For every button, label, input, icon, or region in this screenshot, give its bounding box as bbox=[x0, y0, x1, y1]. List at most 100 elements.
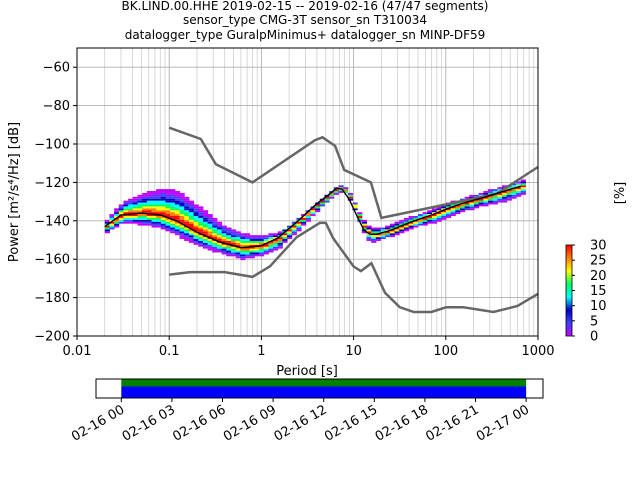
heatmap-cell bbox=[170, 200, 176, 203]
heatmap-cell bbox=[198, 219, 204, 222]
heatmap-cell bbox=[207, 231, 213, 234]
heatmap-cell bbox=[174, 194, 181, 197]
heatmap-cell bbox=[132, 208, 138, 211]
heatmap-cell bbox=[492, 202, 498, 205]
heatmap-cell bbox=[128, 204, 134, 207]
heatmap-cell bbox=[464, 196, 470, 199]
heatmap-cell bbox=[235, 252, 241, 255]
heatmap-cell bbox=[469, 208, 475, 211]
heatmap-cell bbox=[114, 212, 120, 215]
heatmap-cell bbox=[235, 239, 241, 241]
heatmap-cell bbox=[520, 189, 526, 192]
x-axis-label: Period [s] bbox=[276, 364, 338, 379]
heatmap-cell bbox=[244, 244, 251, 247]
heatmap-cell bbox=[511, 194, 517, 197]
colorbar-scale bbox=[565, 244, 573, 337]
heatmap-cell bbox=[165, 191, 171, 193]
heatmap-cell bbox=[273, 239, 279, 241]
heatmap-cell bbox=[380, 237, 386, 240]
heatmap-cell bbox=[352, 206, 358, 209]
heatmap-cell bbox=[156, 204, 162, 207]
heatmap-cell bbox=[305, 216, 311, 218]
heatmap-cell bbox=[371, 240, 377, 243]
time-tick-label: 02-17 00 bbox=[474, 402, 532, 444]
heatmap-cell bbox=[193, 242, 199, 245]
heatmap-cell bbox=[240, 239, 246, 241]
nlnm-curve bbox=[169, 221, 539, 314]
heatmap-cell bbox=[179, 198, 185, 201]
heatmap-cell bbox=[193, 239, 199, 241]
heatmap-cell bbox=[156, 212, 162, 215]
heatmap-cell bbox=[347, 194, 353, 197]
heatmap-cell bbox=[142, 204, 148, 207]
heatmap-cell bbox=[146, 223, 152, 226]
heatmap-cell bbox=[450, 204, 456, 207]
heatmap-cell bbox=[137, 217, 143, 220]
heatmap-cell bbox=[394, 223, 400, 226]
heatmap-cell bbox=[230, 235, 237, 238]
heatmap-cell bbox=[235, 240, 241, 243]
heatmap-cell bbox=[413, 216, 419, 218]
heatmap-cell bbox=[193, 219, 199, 222]
heatmap-cell bbox=[436, 217, 442, 220]
heatmap-cell bbox=[188, 216, 195, 218]
heatmap-cell bbox=[165, 208, 171, 211]
heatmap-cell bbox=[254, 246, 260, 249]
title-line-1: BK.LIND.00.HHE 2019-02-15 -- 2019-02-16 … bbox=[122, 0, 489, 13]
heatmap-cell bbox=[160, 214, 167, 216]
heatmap-cell bbox=[478, 200, 484, 203]
heatmap-cell bbox=[142, 202, 148, 205]
heatmap-cell bbox=[459, 208, 466, 211]
heatmap-cell bbox=[324, 198, 330, 201]
heatmap-cell bbox=[427, 217, 433, 220]
heatmap-cell bbox=[146, 198, 152, 201]
heatmap-cell bbox=[403, 227, 410, 230]
heatmap-cell bbox=[151, 223, 157, 226]
y-axis-ticks: −60 −80 −100 −120 −140 −160 −180 −200 bbox=[34, 61, 77, 345]
heatmap-cell bbox=[212, 233, 218, 236]
heatmap-cell bbox=[502, 196, 508, 199]
heatmap-cell bbox=[403, 221, 410, 224]
heatmap-cell bbox=[226, 250, 232, 253]
heatmap-cell bbox=[202, 229, 209, 232]
heatmap-cell bbox=[431, 214, 438, 216]
heatmap-cell bbox=[146, 196, 152, 199]
heatmap-cell bbox=[202, 210, 209, 213]
heatmap-cell bbox=[118, 219, 124, 222]
heatmap-cell bbox=[408, 216, 414, 218]
heatmap-cell bbox=[216, 235, 223, 238]
heatmap-cell bbox=[357, 217, 363, 220]
heatmap-cell bbox=[221, 248, 227, 251]
heatmap-cell bbox=[132, 206, 138, 209]
heatmap-cell bbox=[380, 229, 386, 232]
heatmap-cell bbox=[305, 219, 311, 222]
heatmap-cell bbox=[202, 216, 209, 218]
heatmap-cell bbox=[333, 189, 339, 192]
heatmap-cell bbox=[128, 212, 134, 215]
heatmap-cell bbox=[184, 200, 190, 203]
heatmap-cell bbox=[259, 250, 265, 253]
heatmap-cell bbox=[202, 239, 209, 241]
heatmap-cell bbox=[417, 214, 424, 216]
heatmap-cell bbox=[132, 214, 138, 216]
heatmap-cell bbox=[244, 256, 251, 259]
heatmap-cell bbox=[137, 216, 143, 218]
heatmap-cell bbox=[483, 204, 489, 207]
heatmap-cell bbox=[184, 212, 190, 215]
heatmap-cell bbox=[212, 244, 218, 247]
heatmap-cell bbox=[193, 233, 199, 236]
y-tick-label: −80 bbox=[43, 99, 70, 114]
heatmap-cell bbox=[170, 216, 176, 218]
heatmap-cell bbox=[156, 198, 162, 201]
heatmap-cell bbox=[184, 219, 190, 222]
heatmap-cell bbox=[287, 235, 293, 238]
heatmap-cell bbox=[174, 231, 181, 234]
heatmap-cell bbox=[193, 229, 199, 232]
heatmap-cell bbox=[445, 212, 452, 215]
heatmap-cell bbox=[385, 231, 391, 234]
heatmap-cell bbox=[474, 206, 480, 209]
heatmap-cell bbox=[469, 204, 475, 207]
heatmap-cell bbox=[469, 200, 475, 203]
heatmap-cell bbox=[216, 227, 223, 230]
heatmap-cell bbox=[104, 227, 110, 230]
